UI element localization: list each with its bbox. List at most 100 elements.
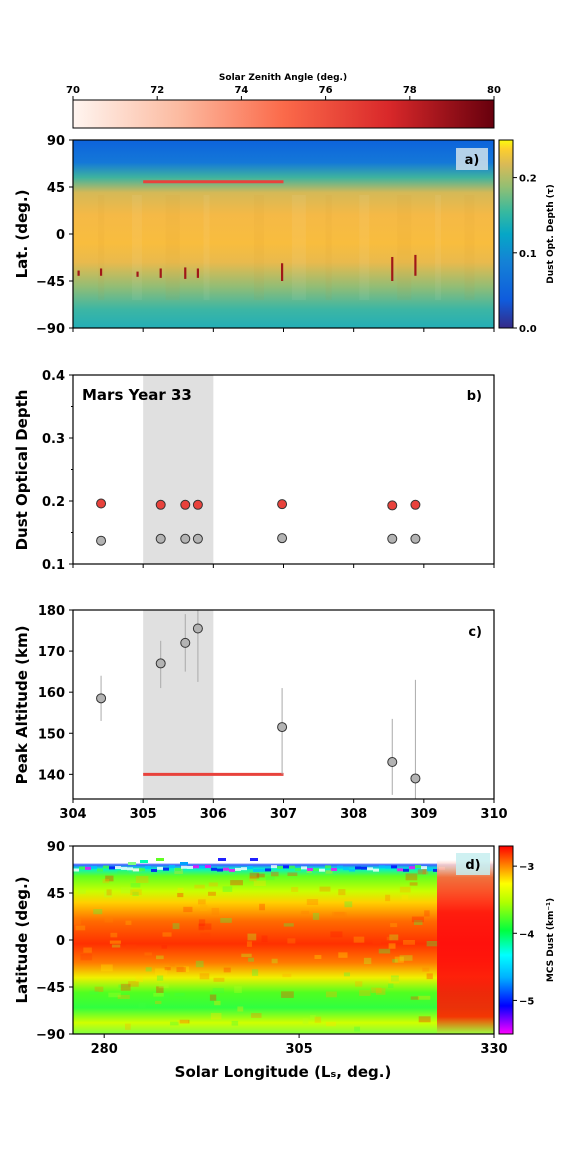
panel-d-xticks: 280 305 330 (91, 1034, 508, 1057)
texture-cell (426, 941, 439, 947)
texture-cell (127, 867, 133, 871)
texture-cell (213, 977, 225, 982)
texture-cell (265, 876, 275, 881)
texture-cell (155, 968, 168, 976)
texture-cell (355, 866, 361, 870)
texture-cell (249, 872, 260, 879)
texture-cell (198, 919, 206, 927)
texture-cell (230, 880, 243, 886)
sza-colorbar-bar (72, 99, 495, 129)
texture-cell (234, 986, 242, 993)
cb-tick-label: 0.2 (519, 174, 537, 185)
texture-cell (405, 873, 418, 881)
texture-cell (91, 865, 97, 869)
panel-d-storm-region (437, 860, 494, 1034)
panel-d-ylabel: Latitude (deg.) (13, 876, 31, 1003)
panel-a-colorbar-ticks: 0.2 0.1 0.0 (513, 174, 537, 335)
texture-cell (209, 994, 217, 1001)
texture-cell (169, 962, 175, 967)
texture-cell (156, 986, 164, 994)
data-point (277, 722, 288, 733)
texture-cell (162, 993, 170, 999)
texture-cell (198, 899, 206, 905)
texture-cell (102, 878, 110, 884)
xtick-label: 307 (270, 807, 297, 822)
texture-cell (385, 894, 391, 902)
data-point (410, 533, 421, 544)
texture-stripe (464, 195, 475, 300)
texture-cell (253, 868, 259, 872)
texture-cell (125, 920, 132, 925)
texture-cell (199, 973, 210, 980)
texture-cell (130, 883, 141, 888)
texture-cell (355, 981, 363, 987)
texture-cell (78, 888, 86, 894)
texture-cell (163, 867, 169, 871)
xtick-label: 280 (91, 1042, 118, 1057)
texture-cell (138, 1002, 146, 1009)
texture-cell (249, 876, 257, 882)
texture-cell (83, 947, 92, 953)
xtick-label: 310 (480, 807, 507, 822)
texture-cell (277, 865, 283, 869)
texture-cell (421, 866, 427, 870)
texture-cell (265, 868, 271, 872)
texture-cell (331, 911, 345, 917)
panel-d-colorbar (498, 845, 514, 1035)
texture-cell (403, 868, 409, 872)
texture-cell (120, 983, 131, 991)
texture-cell (337, 865, 343, 869)
texture-cell (429, 870, 435, 875)
texture-stripe (98, 195, 105, 300)
texture-cell (291, 887, 299, 892)
texture-cell (385, 865, 391, 869)
panel-d-label-bg (456, 853, 490, 875)
texture-cell (193, 865, 199, 869)
panel-d-heatmap (73, 846, 494, 1034)
texture-cell (312, 912, 320, 920)
ytick-label: −90 (36, 1028, 65, 1043)
texture-cell (271, 958, 278, 964)
texture-cell (417, 869, 427, 875)
panel-a-ylabel: Lat. (deg.) (13, 190, 31, 279)
texture-cell (220, 917, 232, 923)
panel-b: Mars Year 33 b) 0.4 0.3 0.2 0.1 Dust Optica… (13, 369, 495, 573)
texture-cell (389, 934, 399, 941)
panel-a: a) 90 45 0 −45 −90 Lat. (deg.) 0.2 0.1 0.0 Dus… (13, 134, 556, 337)
texture-cell (281, 991, 294, 998)
texture-cell (97, 868, 103, 872)
texture-cell (314, 1016, 322, 1023)
ytick-label: 0 (56, 228, 65, 243)
data-point (155, 533, 166, 544)
sza-tick-label: 72 (150, 85, 164, 96)
texture-cell (248, 957, 255, 962)
texture-cell (117, 994, 130, 999)
texture-cell (223, 967, 231, 973)
texture-cell (128, 862, 136, 865)
texture-cell (157, 866, 163, 870)
texture-cell (379, 865, 385, 869)
texture-cell (126, 944, 137, 950)
texture-cell (235, 867, 241, 871)
texture-cell (310, 1015, 316, 1019)
texture-cell (397, 868, 403, 872)
texture-cell (211, 907, 220, 915)
data-point (180, 533, 191, 544)
texture-cell (104, 916, 113, 923)
panel-d-yticks: 90 45 0 −45 −90 (36, 840, 73, 1043)
texture-cell (271, 865, 277, 869)
texture-cell (422, 868, 429, 875)
texture-cell (409, 866, 415, 870)
sza-tick-label: 76 (319, 85, 333, 96)
texture-cell (208, 882, 218, 887)
sza-tick-label: 80 (487, 85, 501, 96)
texture-cell (287, 938, 296, 944)
panel-a-colorbar-title: Dust Opt. Depth (τ) (546, 184, 556, 283)
texture-cell (349, 868, 355, 872)
texture-cell (200, 932, 211, 940)
texture-cell (223, 867, 229, 871)
texture-cell (176, 967, 186, 973)
ytick-label: 0.1 (42, 558, 65, 573)
texture-cell (80, 953, 93, 961)
